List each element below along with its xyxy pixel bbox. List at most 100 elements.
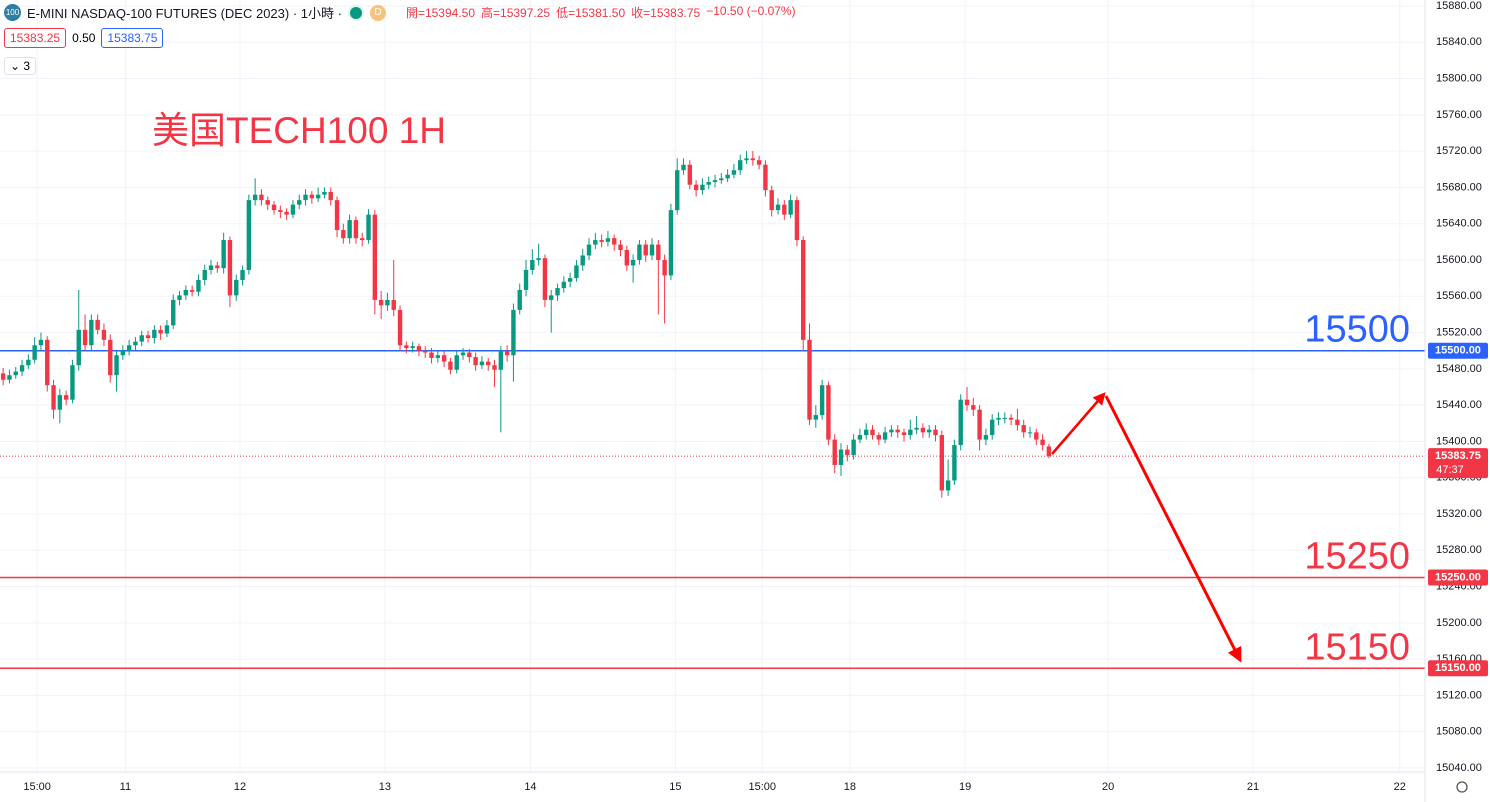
y-tick-label: 15720.00 (1436, 145, 1482, 157)
x-tick-label: 21 (1247, 781, 1259, 793)
candle-body (826, 385, 831, 440)
candle-body (750, 158, 756, 161)
candle-body (901, 432, 907, 436)
candle-body (171, 299, 176, 326)
candle-body (215, 265, 220, 269)
candle-body (675, 170, 680, 211)
x-tick-label: 14 (524, 781, 536, 793)
y-tick-label: 15640.00 (1436, 218, 1482, 230)
level-tag (1428, 569, 1488, 586)
candle-body (290, 204, 296, 215)
quote-row: 15383.25 0.50 15383.75 (4, 28, 164, 48)
candle-body (1034, 432, 1039, 440)
x-tick-label: 15:00 (23, 781, 51, 793)
candle-body (693, 184, 699, 191)
candle-body (76, 329, 81, 366)
symbol-title: E-MINI NASDAQ-100 FUTURES (DEC 2023) · 1… (27, 6, 342, 21)
candle-body (353, 220, 359, 239)
candle-body (221, 240, 226, 269)
candle-body (385, 299, 390, 306)
candle-body (1046, 446, 1052, 457)
candle-body (719, 178, 724, 181)
candle-body (549, 295, 554, 300)
candle-body (95, 319, 100, 330)
candle-body (473, 357, 478, 366)
candle-body (807, 339, 812, 420)
candle-body (769, 190, 774, 211)
candle-body (964, 399, 970, 406)
candle-body (580, 255, 585, 266)
ask[interactable]: 15383.75 (101, 28, 164, 48)
candle-body (246, 200, 252, 270)
level-tag-label: 15150.00 (1435, 662, 1481, 674)
bid[interactable]: 15383.25 (4, 28, 67, 48)
candle-body (838, 449, 844, 466)
candle-body (322, 191, 327, 195)
candle-body (530, 259, 535, 270)
x-tick-label: 13 (379, 781, 391, 793)
y-tick-label: 15080.00 (1436, 726, 1482, 738)
candle-body (857, 435, 863, 440)
candle-body (649, 244, 655, 256)
candle-body (26, 359, 31, 366)
candle-body (561, 281, 567, 289)
candle-body (234, 279, 239, 296)
candle-body (38, 339, 44, 346)
last-price-label: 15383.75 (1435, 450, 1481, 462)
y-tick-label: 15800.00 (1436, 72, 1482, 84)
candle-body (435, 355, 441, 358)
candle-body (334, 200, 340, 231)
candle-body (662, 259, 667, 276)
header: 100 E-MINI NASDAQ-100 FUTURES (DEC 2023)… (4, 3, 796, 22)
candle-body (51, 385, 56, 410)
candle-body (624, 250, 630, 266)
candle-body (542, 258, 548, 300)
y-tick-label: 15880.00 (1436, 0, 1482, 12)
level-label: 15500 (1304, 309, 1410, 351)
candle-body (360, 238, 365, 241)
candle-body (845, 449, 850, 456)
y-tick-label: 15280.00 (1436, 544, 1482, 556)
x-tick-label: 12 (234, 781, 246, 793)
last-price-tag (1428, 448, 1488, 479)
candle-body (378, 299, 384, 306)
candle-body (618, 244, 623, 251)
candle-body (448, 361, 453, 370)
candle-body (82, 329, 88, 346)
candle-body (782, 204, 787, 215)
status-dot (347, 4, 364, 21)
indicator-toggle[interactable]: ⌄ 3 (4, 57, 37, 75)
candle-body (486, 361, 491, 366)
candle-body (801, 240, 806, 340)
level-label: 15150 (1304, 626, 1410, 668)
y-tick-label: 15520.00 (1436, 326, 1482, 338)
candle-body (1015, 419, 1020, 426)
level-label: 15250 (1304, 536, 1410, 578)
candle-body (876, 435, 882, 440)
candle-body (397, 309, 403, 346)
candle-body (177, 295, 182, 300)
candle-body (89, 319, 94, 346)
candle-body (120, 350, 126, 356)
settings-icon[interactable] (1456, 781, 1468, 793)
candle-body (794, 200, 800, 241)
candle-body (851, 439, 856, 456)
y-tick-label: 15680.00 (1436, 181, 1482, 193)
candle-body (920, 427, 926, 433)
candle-body (366, 214, 371, 241)
candle-body (819, 385, 825, 416)
forecast-arrow-up (1051, 392, 1106, 455)
candle-body (744, 158, 749, 161)
candle-body (725, 174, 730, 179)
candle-body (889, 429, 894, 433)
candle-body (416, 346, 422, 351)
candle-body (687, 164, 693, 185)
candle-body (63, 395, 69, 400)
candle-body (681, 164, 686, 171)
candle-body (152, 329, 157, 339)
candle-body (315, 194, 321, 199)
candle-body (70, 365, 75, 400)
candle-body (1040, 439, 1045, 446)
candle-body (788, 200, 793, 215)
